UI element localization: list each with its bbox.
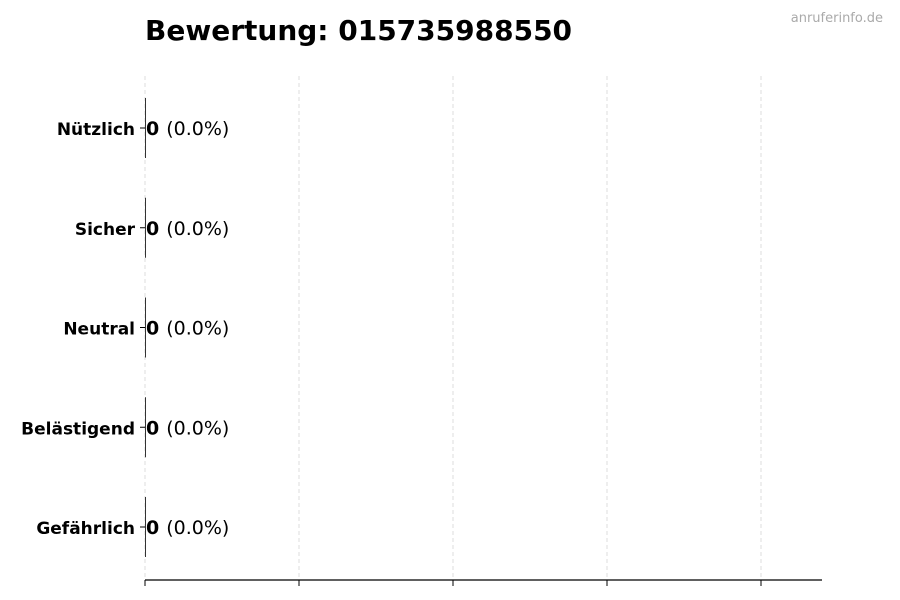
value-count: 0	[146, 318, 159, 340]
bar	[145, 497, 146, 557]
bar	[145, 197, 146, 258]
value-count: 0	[146, 218, 159, 240]
value-percent: (0.0%)	[166, 517, 229, 539]
value-percent: (0.0%)	[166, 318, 229, 340]
value-label: 0 (0.0%)	[146, 517, 229, 539]
chart-title: Bewertung: 015735988550	[145, 14, 572, 47]
bar	[145, 98, 146, 158]
category-label: Neutral	[63, 320, 135, 340]
category-label: Nützlich	[57, 120, 135, 140]
value-percent: (0.0%)	[166, 118, 229, 140]
watermark: anruferinfo.de	[791, 11, 883, 26]
bars	[145, 98, 146, 557]
category-labels: Nützlich 0 (0.0%) Sicher 0 (0.0%) Neutral 0 (0.0…	[21, 118, 229, 539]
value-label: 0 (0.0%)	[146, 218, 229, 240]
value-count: 0	[146, 118, 159, 140]
category-label: Belästigend	[21, 419, 135, 439]
category-label: Sicher	[75, 220, 136, 240]
category-label: Gefährlich	[36, 519, 135, 539]
value-percent: (0.0%)	[166, 417, 229, 439]
value-percent: (0.0%)	[166, 218, 229, 240]
x-axis	[144, 579, 822, 586]
value-label: 0 (0.0%)	[146, 417, 229, 439]
value-label: 0 (0.0%)	[146, 318, 229, 340]
bar	[145, 397, 146, 458]
gridlines	[144, 76, 762, 580]
bar	[145, 297, 146, 358]
value-label: 0 (0.0%)	[146, 118, 229, 140]
value-count: 0	[146, 417, 159, 439]
value-count: 0	[146, 517, 159, 539]
